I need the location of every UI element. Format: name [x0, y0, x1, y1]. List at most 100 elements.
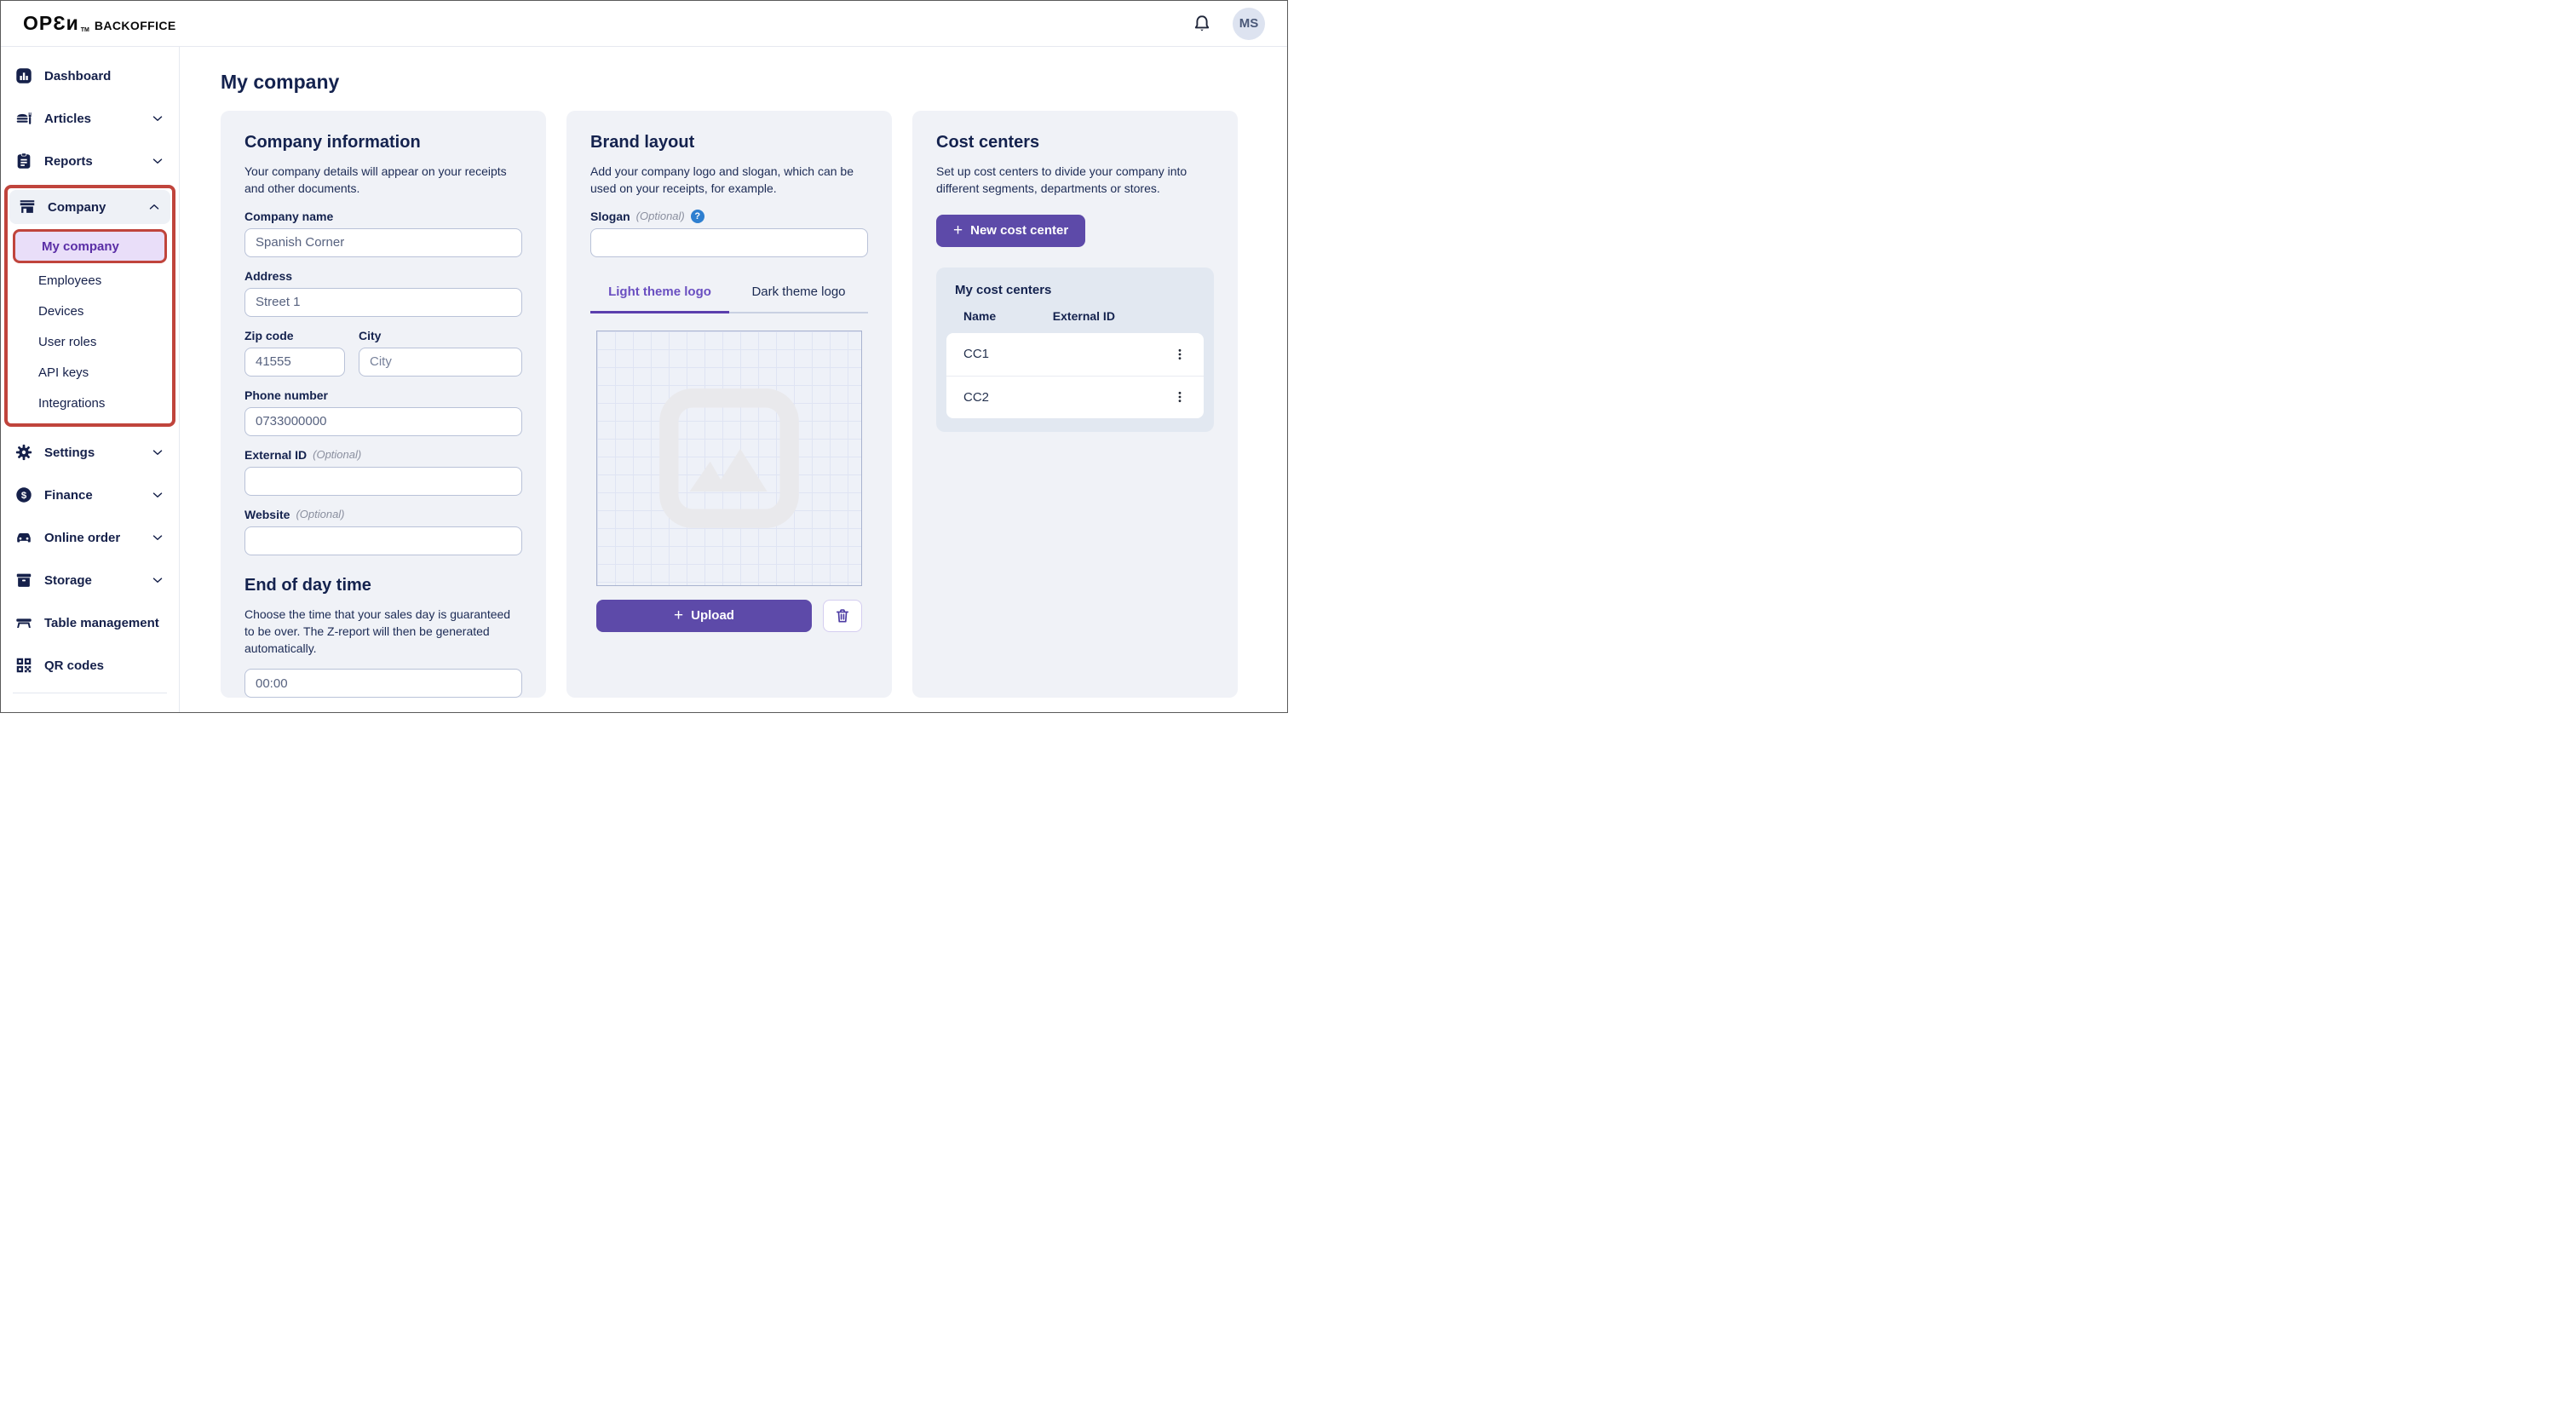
new-cost-center-label: New cost center [970, 223, 1069, 239]
sidebar-item-reports[interactable]: Reports [6, 142, 174, 180]
annotation-box-company-group: Company My company Employees Devices Use… [4, 185, 175, 427]
external-id-input[interactable] [244, 466, 522, 496]
website-label: Website [244, 507, 290, 521]
chevron-up-icon [147, 199, 162, 215]
kebab-icon [1173, 348, 1187, 361]
upload-button[interactable]: + Upload [596, 599, 812, 632]
chevron-down-icon [150, 572, 165, 588]
chevron-down-icon [150, 111, 165, 126]
sidebar-item-api-keys[interactable]: API keys [38, 365, 89, 380]
sidebar-item-label: Finance [44, 487, 93, 503]
cost-center-name: CC2 [963, 389, 990, 405]
trademark-symbol: TM [80, 27, 89, 33]
panel-title: My cost centers [955, 282, 1052, 297]
sidebar-item-label: Settings [44, 445, 95, 460]
city-input[interactable] [359, 347, 522, 377]
column-header-name: Name [963, 308, 997, 323]
zip-label: Zip code [244, 328, 294, 342]
company-name-input[interactable] [244, 227, 522, 257]
column-header-external-id: External ID [1052, 308, 1115, 323]
upload-button-label: Upload [691, 608, 734, 624]
sidebar-item-my-company[interactable]: My company [42, 239, 119, 254]
cost-centers-card: Cost centers Set up cost centers to divi… [912, 111, 1238, 698]
articles-icon [14, 109, 33, 128]
logo-theme-tabs: Light theme logo Dark theme logo [590, 276, 868, 313]
delete-logo-button[interactable] [823, 599, 862, 632]
chevron-down-icon [150, 487, 165, 503]
city-label: City [359, 328, 382, 342]
external-id-label: External ID [244, 447, 308, 462]
cards-row: Company information Your company details… [221, 111, 1262, 699]
sidebar-item-employees[interactable]: Employees [38, 273, 102, 288]
row-actions-menu-button[interactable] [1168, 385, 1192, 409]
phone-field-group: Phone number [244, 388, 522, 436]
website-input[interactable] [244, 526, 522, 555]
end-of-day-description: Choose the time that your sales day is g… [244, 607, 511, 656]
slogan-input[interactable] [590, 227, 868, 257]
row-actions-menu-button[interactable] [1168, 342, 1192, 366]
card-title: Cost centers [936, 133, 1040, 152]
plus-icon: + [674, 607, 684, 625]
new-cost-center-button[interactable]: + New cost center [936, 214, 1086, 247]
tab-light-theme-logo[interactable]: Light theme logo [590, 276, 729, 313]
sidebar-item-settings[interactable]: Settings [6, 434, 174, 471]
notifications-button[interactable] [1190, 12, 1214, 36]
cost-centers-table-header: Name External ID [946, 309, 1204, 333]
zip-input[interactable] [244, 347, 345, 377]
plus-icon: + [953, 221, 963, 240]
city-field-group: City [359, 329, 522, 377]
website-field-group: Website (Optional) [244, 508, 522, 555]
sidebar-item-table-management[interactable]: Table management [6, 604, 174, 641]
chevron-down-icon [150, 530, 165, 545]
sidebar-item-qr-codes[interactable]: QR codes [6, 647, 174, 684]
sidebar-item-label: QR codes [44, 658, 105, 673]
sidebar-item-label: Reports [44, 153, 93, 169]
help-tooltip-icon[interactable]: ? [690, 209, 704, 223]
car-icon [14, 528, 33, 547]
company-icon [18, 198, 37, 216]
company-name-field-group: Company name [244, 210, 522, 257]
card-description: Set up cost centers to divide your compa… [936, 164, 1187, 196]
my-cost-centers-panel: My cost centers Name External ID CC1 [936, 267, 1214, 432]
sidebar-item-integrations[interactable]: Integrations [38, 395, 106, 411]
sidebar-item-dashboard[interactable]: Dashboard [6, 57, 174, 95]
avatar[interactable]: MS [1233, 7, 1265, 40]
trash-icon [834, 607, 851, 624]
sidebar-item-finance[interactable]: $ Finance [6, 476, 174, 514]
tab-dark-theme-logo[interactable]: Dark theme logo [729, 276, 868, 313]
address-input[interactable] [244, 287, 522, 317]
topbar-actions: MS [1190, 7, 1265, 40]
chevron-down-icon [150, 445, 165, 460]
sidebar-item-devices[interactable]: Devices [38, 303, 84, 319]
dashboard-icon [14, 66, 33, 85]
address-field-group: Address [244, 269, 522, 317]
sidebar-item-online-order[interactable]: Online order [6, 519, 174, 556]
phone-input[interactable] [244, 406, 522, 436]
sidebar-item-articles[interactable]: Articles [6, 100, 174, 137]
sidebar-item-label: Dashboard [44, 68, 112, 83]
card-title: Company information [244, 133, 421, 152]
card-description: Add your company logo and slogan, which … [590, 164, 854, 196]
topbar: OPƐᴎ TM BACKOFFICE MS [1, 1, 1287, 47]
upload-row: + Upload [596, 599, 862, 632]
reports-icon [14, 152, 33, 170]
sidebar-item-help-center[interactable]: ? Help center [6, 702, 174, 712]
cost-centers-table: CC1 CC2 [946, 332, 1204, 418]
sidebar-item-company[interactable]: Company [9, 190, 170, 224]
zip-field-group: Zip code [244, 329, 345, 377]
chevron-down-icon [150, 153, 165, 169]
sidebar-item-storage[interactable]: Storage [6, 561, 174, 599]
card-description: Your company details will appear on your… [244, 164, 507, 196]
end-of-day-input[interactable] [244, 669, 522, 699]
qr-code-icon [14, 656, 33, 675]
image-placeholder-icon [650, 379, 808, 538]
cost-center-name: CC1 [963, 347, 990, 362]
kebab-icon [1173, 390, 1187, 404]
sidebar-item-label: Storage [44, 572, 92, 588]
table-row: CC1 [946, 333, 1204, 376]
sidebar-item-user-roles[interactable]: User roles [38, 334, 97, 349]
optional-hint: (Optional) [635, 210, 685, 223]
help-icon: ? [14, 711, 33, 712]
app-window: OPƐᴎ TM BACKOFFICE MS Dashboard [0, 0, 1288, 713]
slogan-field-group: Slogan (Optional) ? [590, 209, 868, 257]
